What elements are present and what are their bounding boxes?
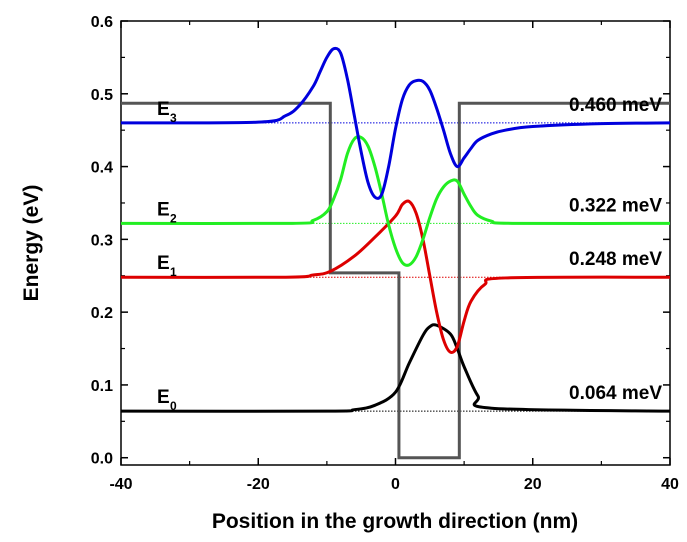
level-energy-annotation: 0.248 meV <box>569 249 662 270</box>
x-tick-label: 20 <box>524 476 542 493</box>
potential-profile-line <box>121 101 670 460</box>
plot-series <box>121 46 670 460</box>
y-tick-label: 0.6 <box>91 14 113 31</box>
wavefunction-line-E3 <box>121 46 670 200</box>
x-tick-label: 0 <box>391 476 400 493</box>
y-axis-title: Energy (eV) <box>20 185 43 302</box>
level-subscript-E3: 3 <box>170 111 177 125</box>
x-tick-label: 40 <box>661 476 679 493</box>
level-energy-annotation: 0.064 meV <box>569 383 662 404</box>
level-name-E2: E <box>157 199 170 220</box>
y-axis: 0.0 0.1 0.2 0.3 0.4 0.5 0.6 <box>91 14 670 468</box>
y-tick-label: 0.3 <box>91 232 113 249</box>
level-name-E1: E <box>157 253 170 274</box>
y-tick-label: 0.2 <box>91 305 113 322</box>
x-axis: -40 -20 0 20 40 <box>109 21 679 493</box>
level-energy-annotation: 0.322 meV <box>569 195 662 216</box>
y-tick-label: 0.1 <box>91 378 113 395</box>
x-tick-label: -40 <box>109 476 132 493</box>
x-axis-title: Position in the growth direction (nm) <box>212 510 578 533</box>
wavefunction-line-E2 <box>121 135 670 267</box>
x-tick-label: -20 <box>247 476 270 493</box>
y-tick-label: 0.0 <box>91 451 113 468</box>
level-subscript-E0: 0 <box>170 399 177 413</box>
y-tick-label: 0.4 <box>91 160 113 177</box>
level-subscript-E1: 1 <box>170 265 177 279</box>
wavefunction-line-E0 <box>121 323 670 413</box>
level-name-E3: E <box>157 99 170 120</box>
level-name-E0: E <box>157 387 170 408</box>
y-tick-label: 0.5 <box>91 87 113 104</box>
level-subscript-E2: 2 <box>170 211 177 225</box>
level-energy-annotation: 0.460 meV <box>569 95 662 116</box>
